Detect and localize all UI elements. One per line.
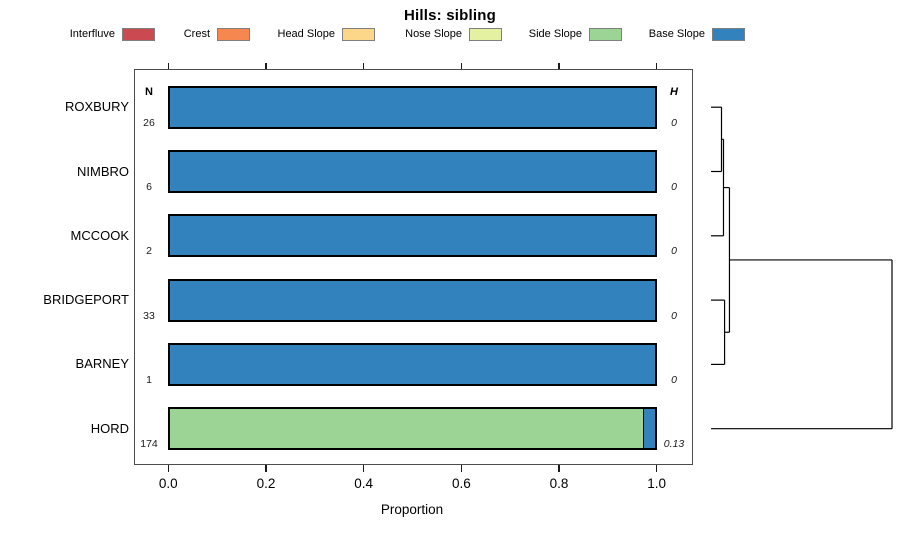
n-value: 174 [140,438,158,451]
legend-label: Base Slope [648,28,705,40]
bar-row [168,278,657,322]
bar-segment [170,152,655,191]
legend-label: Side Slope [528,28,582,40]
row-label-roxbury: ROXBURY [64,99,129,115]
tick-mark-top [655,62,658,69]
n-value: 33 [143,309,155,322]
legend-item-base-slope: Base Slope [649,26,745,42]
legend-label: Crest [183,28,210,40]
tick-label: 0.2 [256,476,276,491]
plot-area [134,69,693,465]
legend-label: Interfluve [69,28,115,40]
tick-mark-bottom [655,465,658,472]
tick-mark-top [460,62,463,69]
legend-swatch [342,27,375,41]
tick-mark-bottom [167,465,170,472]
h-value: 0.13 [663,438,685,451]
bar-row [168,150,657,193]
legend-swatch [712,27,745,41]
legend-swatch [217,27,250,41]
tick-label: 0.8 [549,476,569,491]
tick-label: 0.0 [158,476,178,491]
bar-segment [170,409,643,449]
h-value: 0 [671,309,677,322]
row-label-nimbro: NIMBRO [77,163,129,179]
bar-row [168,342,657,386]
legend-label: Nose Slope [405,28,462,40]
h-column-header: H [670,86,678,98]
legend-item-side-slope: Side Slope [529,26,622,42]
legend-item-head-slope: Head Slope [277,26,375,42]
tick-mark-top [167,62,170,69]
bar-segment [170,216,655,256]
h-value: 0 [671,181,677,193]
tick-label: 0.6 [451,476,471,491]
bar-segment [642,409,655,449]
n-column-header: N [145,86,153,98]
chart-title: Hills: sibling [404,7,496,24]
tick-mark-top [558,62,560,69]
legend-swatch [469,27,502,41]
n-value: 1 [146,373,152,386]
tick-mark-bottom [265,465,267,472]
legend-swatch [589,27,622,41]
h-value: 0 [671,116,677,129]
legend-swatch [122,27,155,41]
n-value: 6 [146,181,152,193]
row-label-mccook: MCCOOK [70,227,130,243]
tick-mark-top [265,62,267,69]
x-axis-label: Proportion [380,502,444,517]
bar-segment [170,344,655,384]
row-label-bridgeport: BRIDGEPORT [43,292,129,308]
row-label-barney: BARNEY [75,356,129,372]
n-value: 26 [143,116,155,129]
legend-label: Head Slope [277,28,336,40]
h-value: 0 [671,245,677,258]
tick-mark-bottom [362,465,365,472]
tick-mark-bottom [460,465,463,472]
legend-item-nose-slope: Nose Slope [405,26,502,42]
tick-mark-bottom [558,465,560,472]
bar-row [168,85,657,129]
bar-row [168,407,657,451]
n-value: 2 [146,245,152,258]
tick-label: 0.4 [354,476,374,491]
tick-mark-top [362,62,365,69]
tick-label: 1.0 [647,476,667,491]
row-label-hord: HORD [90,420,129,436]
bar-row [168,214,657,258]
bar-segment [170,280,655,320]
legend-item-crest: Crest [184,26,250,42]
h-value: 0 [671,373,677,386]
bar-segment [170,87,655,127]
legend-item-interfluve: Interfluve [70,26,155,42]
